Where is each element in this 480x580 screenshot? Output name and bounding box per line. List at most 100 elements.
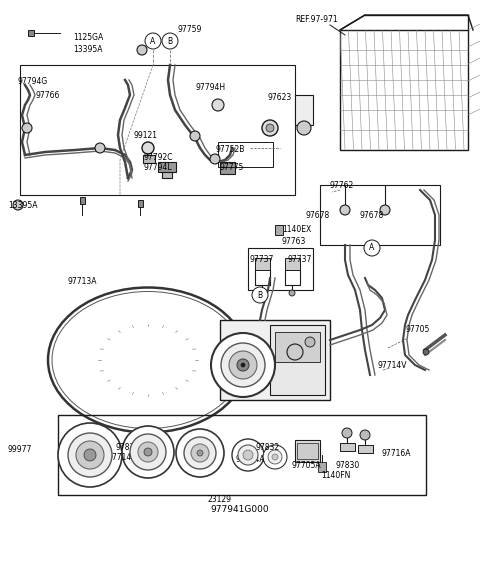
- Text: 97714L: 97714L: [107, 454, 135, 462]
- Bar: [20, 65, 295, 195]
- Circle shape: [342, 428, 352, 438]
- Circle shape: [232, 439, 264, 471]
- Circle shape: [197, 450, 203, 456]
- Circle shape: [266, 124, 274, 132]
- Circle shape: [263, 445, 287, 469]
- Circle shape: [190, 131, 200, 141]
- Circle shape: [297, 121, 311, 135]
- Circle shape: [122, 426, 174, 478]
- Text: 97737: 97737: [288, 256, 312, 264]
- Bar: [285, 258, 300, 270]
- Text: 97794H: 97794H: [196, 84, 226, 92]
- Text: 97794G: 97794G: [18, 78, 48, 86]
- Text: 97832: 97832: [255, 444, 279, 452]
- Bar: [143, 155, 155, 163]
- Bar: [295, 95, 313, 125]
- Bar: [295, 440, 320, 462]
- Circle shape: [305, 337, 315, 347]
- Bar: [28, 30, 34, 36]
- Bar: [340, 443, 355, 451]
- Text: 97830: 97830: [335, 461, 359, 469]
- Text: 97737: 97737: [250, 256, 275, 264]
- Bar: [320, 185, 440, 245]
- Circle shape: [287, 344, 303, 360]
- Circle shape: [423, 349, 429, 355]
- Circle shape: [360, 430, 370, 440]
- Text: 97766: 97766: [35, 90, 60, 100]
- Text: 1140FN: 1140FN: [321, 472, 350, 480]
- Circle shape: [259, 290, 265, 296]
- Bar: [297, 443, 318, 459]
- Circle shape: [252, 287, 268, 303]
- Text: 97623: 97623: [268, 93, 292, 103]
- Bar: [248, 248, 313, 290]
- Text: 97792C: 97792C: [143, 153, 172, 161]
- Text: 97834: 97834: [183, 454, 207, 462]
- Bar: [138, 200, 143, 207]
- Text: 97716A: 97716A: [382, 448, 411, 458]
- Text: 99977: 99977: [8, 445, 32, 455]
- Circle shape: [210, 154, 220, 164]
- Circle shape: [191, 444, 209, 462]
- Bar: [58, 415, 426, 495]
- Circle shape: [229, 351, 257, 379]
- Circle shape: [84, 449, 96, 461]
- Bar: [275, 225, 283, 235]
- Circle shape: [22, 123, 32, 133]
- Circle shape: [138, 442, 158, 462]
- Text: 97713A: 97713A: [68, 277, 97, 287]
- Circle shape: [144, 448, 152, 456]
- Circle shape: [184, 437, 216, 469]
- Text: A: A: [150, 37, 156, 45]
- Bar: [275, 332, 320, 362]
- Circle shape: [68, 433, 112, 477]
- Bar: [220, 162, 235, 174]
- Circle shape: [142, 142, 154, 154]
- Text: 977941G000: 977941G000: [211, 506, 269, 514]
- Text: 97775: 97775: [220, 164, 244, 172]
- Text: A: A: [370, 244, 374, 252]
- Bar: [158, 162, 176, 172]
- Circle shape: [340, 205, 350, 215]
- Text: 97794L: 97794L: [143, 164, 172, 172]
- Text: 97705A: 97705A: [292, 461, 322, 469]
- Text: 97678: 97678: [305, 212, 329, 220]
- Bar: [80, 197, 85, 204]
- Circle shape: [238, 445, 258, 465]
- Circle shape: [262, 120, 278, 136]
- Circle shape: [272, 454, 278, 460]
- Circle shape: [221, 343, 265, 387]
- Text: 97714V: 97714V: [378, 361, 408, 369]
- Text: 1140EX: 1140EX: [282, 226, 311, 234]
- Text: 97678: 97678: [360, 212, 384, 220]
- Text: 99121: 99121: [133, 130, 157, 140]
- Circle shape: [243, 450, 253, 460]
- Text: 97705: 97705: [405, 325, 430, 335]
- Bar: [358, 445, 373, 453]
- Bar: [218, 142, 273, 167]
- Text: 97833: 97833: [115, 443, 139, 451]
- Circle shape: [212, 99, 224, 111]
- Circle shape: [13, 200, 23, 210]
- Text: REF.97-971: REF.97-971: [295, 16, 337, 24]
- Circle shape: [95, 143, 105, 153]
- Circle shape: [137, 45, 147, 55]
- Text: B: B: [168, 37, 173, 45]
- Text: 13395A: 13395A: [8, 201, 37, 209]
- Text: 97752B: 97752B: [215, 146, 244, 154]
- Bar: [340, 30, 468, 150]
- Circle shape: [145, 33, 161, 49]
- Text: 23129: 23129: [208, 495, 232, 503]
- Circle shape: [130, 434, 166, 470]
- Circle shape: [176, 429, 224, 477]
- Text: 97644A: 97644A: [235, 455, 264, 463]
- Circle shape: [237, 359, 249, 371]
- Text: 97763: 97763: [282, 237, 306, 245]
- Circle shape: [241, 363, 245, 367]
- Bar: [255, 258, 270, 270]
- Text: 97759: 97759: [178, 26, 203, 34]
- Circle shape: [162, 33, 178, 49]
- Circle shape: [76, 441, 104, 469]
- Text: 13395A: 13395A: [73, 45, 103, 55]
- Circle shape: [289, 290, 295, 296]
